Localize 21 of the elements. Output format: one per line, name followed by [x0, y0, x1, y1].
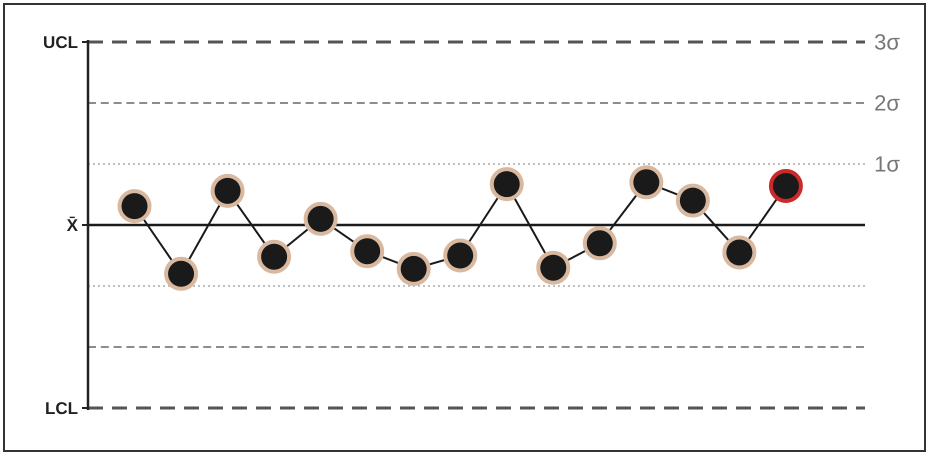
y-tick-label: 1σ [874, 152, 900, 177]
ref-line-label: X̄ [66, 216, 79, 235]
point [722, 235, 756, 270]
point [536, 250, 570, 285]
y-tick-label: 2σ [874, 90, 900, 116]
point [582, 226, 617, 260]
point [490, 167, 524, 202]
point [304, 202, 338, 236]
ref-line-label: UCL [43, 32, 78, 52]
point [210, 174, 245, 208]
point [676, 184, 710, 218]
point [350, 234, 384, 268]
point [257, 240, 292, 274]
ref-line-label: LCL [44, 398, 78, 418]
point [443, 238, 478, 272]
y-tick-label: 3σ [874, 30, 900, 55]
point [164, 256, 198, 291]
point [396, 252, 431, 286]
point [118, 189, 152, 224]
point [768, 168, 803, 203]
point [629, 165, 664, 200]
